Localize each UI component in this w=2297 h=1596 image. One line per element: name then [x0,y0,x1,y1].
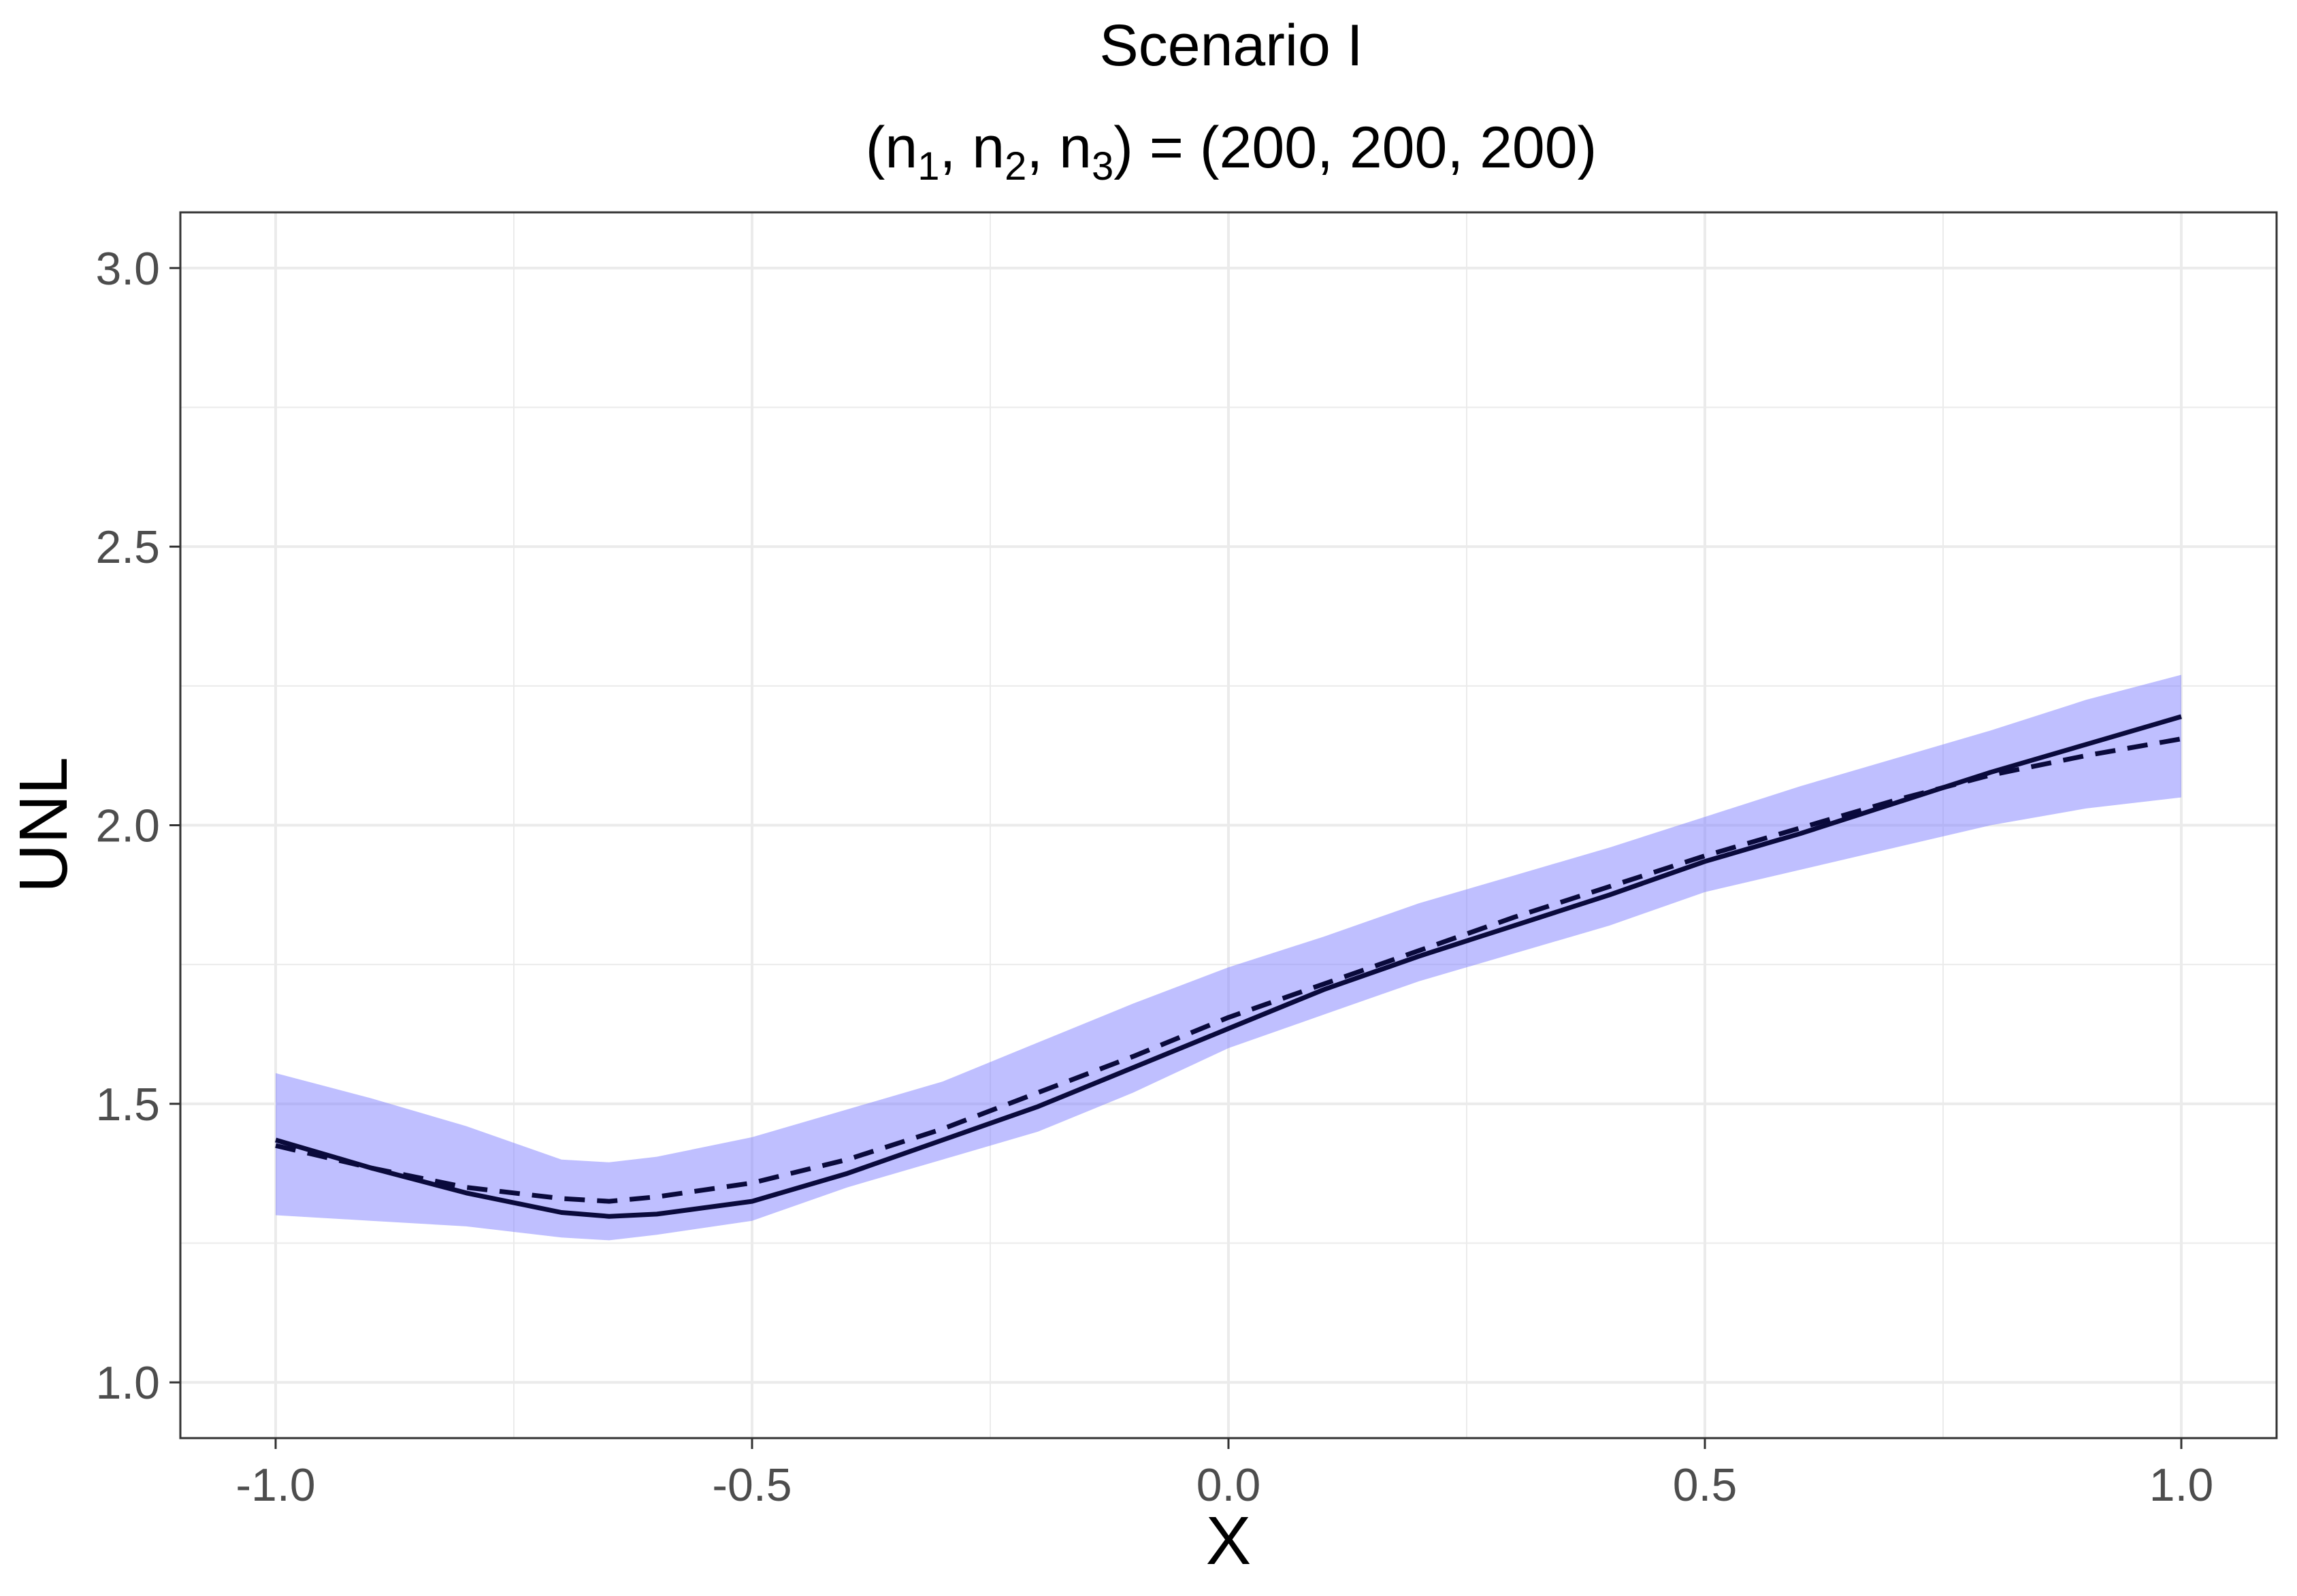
x-axis-title: X [1206,1503,1252,1579]
subtitle-prefix: (n [866,115,917,180]
y-tick-label: 1.5 [95,1079,160,1130]
chart-subtitle: (n1, n2, n3) = (200, 200, 200) [866,115,1597,189]
x-tick-label: -1.0 [235,1459,315,1511]
y-tick-label: 2.5 [95,521,160,573]
series-line-dashed [275,736,2182,1204]
subtitle-suffix: ) = (200, 200, 200) [1113,115,1597,180]
confidence-band-layer [276,674,2181,1241]
chart-title: Scenario I [1099,13,1363,78]
confidence-band [276,674,2181,1241]
subtitle-sub-3: 3 [1092,144,1113,189]
subtitle-sub-1: 1 [917,144,939,189]
x-tick-label: -0.5 [712,1459,792,1511]
y-tick-label: 2.0 [95,800,160,852]
x-axis-ticks: -1.0 -0.5 0.0 0.5 1.0 [235,1438,2213,1511]
y-tick-label: 3.0 [95,243,160,295]
y-axis-ticks: 1.0 1.5 2.0 2.5 3.0 [95,243,180,1409]
series-line-solid [275,714,2182,1219]
x-tick-label: 1.0 [2149,1459,2214,1511]
y-axis-title: UNL [5,757,82,893]
x-tick-label: 0.5 [1673,1459,1738,1511]
y-tick-label: 1.0 [95,1357,160,1409]
subtitle-sub-2: 2 [1005,144,1026,189]
subtitle-sep-1: , n [939,115,1005,180]
series-lines-layer [275,714,2182,1219]
grid-major [180,212,2277,1438]
x-tick-label: 0.0 [1196,1459,1261,1511]
subtitle-sep-2: , n [1026,115,1092,180]
